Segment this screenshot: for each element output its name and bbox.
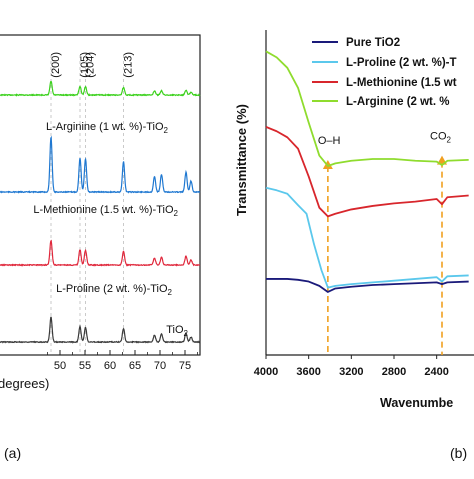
xrd-series-line — [0, 80, 201, 97]
xrd-plot-frame — [0, 34, 201, 356]
y-axis-label: Transmittance (%) — [234, 104, 249, 216]
xrd-series-label: TiO2 — [166, 324, 188, 338]
annotation-oh: O–H — [318, 135, 341, 147]
legend-entry: L-Methionine (1.5 wt — [346, 77, 457, 89]
x-tick-label: 3600 — [296, 366, 320, 378]
peak-label: (105) — [79, 52, 91, 78]
peak-label: (213) — [123, 52, 135, 78]
x-tick-label: 50 — [54, 360, 66, 372]
ftir-series-line — [265, 186, 469, 289]
x-tick-label: 2800 — [382, 366, 406, 378]
panel-label-b: (b) — [450, 445, 467, 461]
peak-label: (204) — [85, 52, 97, 78]
legend-entry: L-Proline (2 wt. %)-T — [346, 57, 457, 69]
legend-entry: L-Arginine (2 wt. % — [346, 96, 450, 108]
peak-label: (200) — [50, 52, 62, 78]
x-tick-label: 2400 — [424, 366, 448, 378]
ftir-series-line — [266, 278, 469, 293]
xrd-series-line — [0, 135, 201, 194]
xrd-series-label: L-Proline (2 wt. %)-TiO2 — [56, 283, 172, 297]
x-tick-label: 60 — [104, 360, 116, 372]
x-tick-label: 55 — [79, 360, 91, 372]
annotation-co2: CO2 — [430, 131, 452, 145]
x-tick-label: 65 — [129, 360, 141, 372]
ftir-panel: O–H CO2 Pure TiO2 L-Proline (2 wt. %)-T L-Me… — [234, 30, 474, 461]
panel-label-a: (a) — [4, 445, 21, 461]
xrd-series-line — [0, 316, 201, 344]
xrd-series-label: L-Methionine (1.5 wt. %)-TiO2 — [33, 204, 178, 218]
x-tick-label: 4000 — [254, 366, 278, 378]
xrd-series-line — [0, 239, 201, 267]
ftir-series-line — [265, 50, 469, 167]
x-axis-label: degrees) — [0, 376, 49, 391]
x-tick-label: 70 — [154, 360, 166, 372]
xrd-series-label: L-Arginine (1 wt. %)-TiO2 — [46, 121, 169, 135]
x-tick-label: 3200 — [339, 366, 363, 378]
x-axis-label: Wavenumbe — [380, 396, 453, 410]
ftir-series-line — [265, 126, 469, 218]
annotation-marker — [322, 159, 333, 169]
xrd-panel: (200) (105)(204) (213) L-Arginine (1 wt. %)… — [0, 34, 201, 461]
x-tick-label: 75 — [179, 360, 191, 372]
legend-entry: Pure TiO2 — [346, 37, 400, 49]
